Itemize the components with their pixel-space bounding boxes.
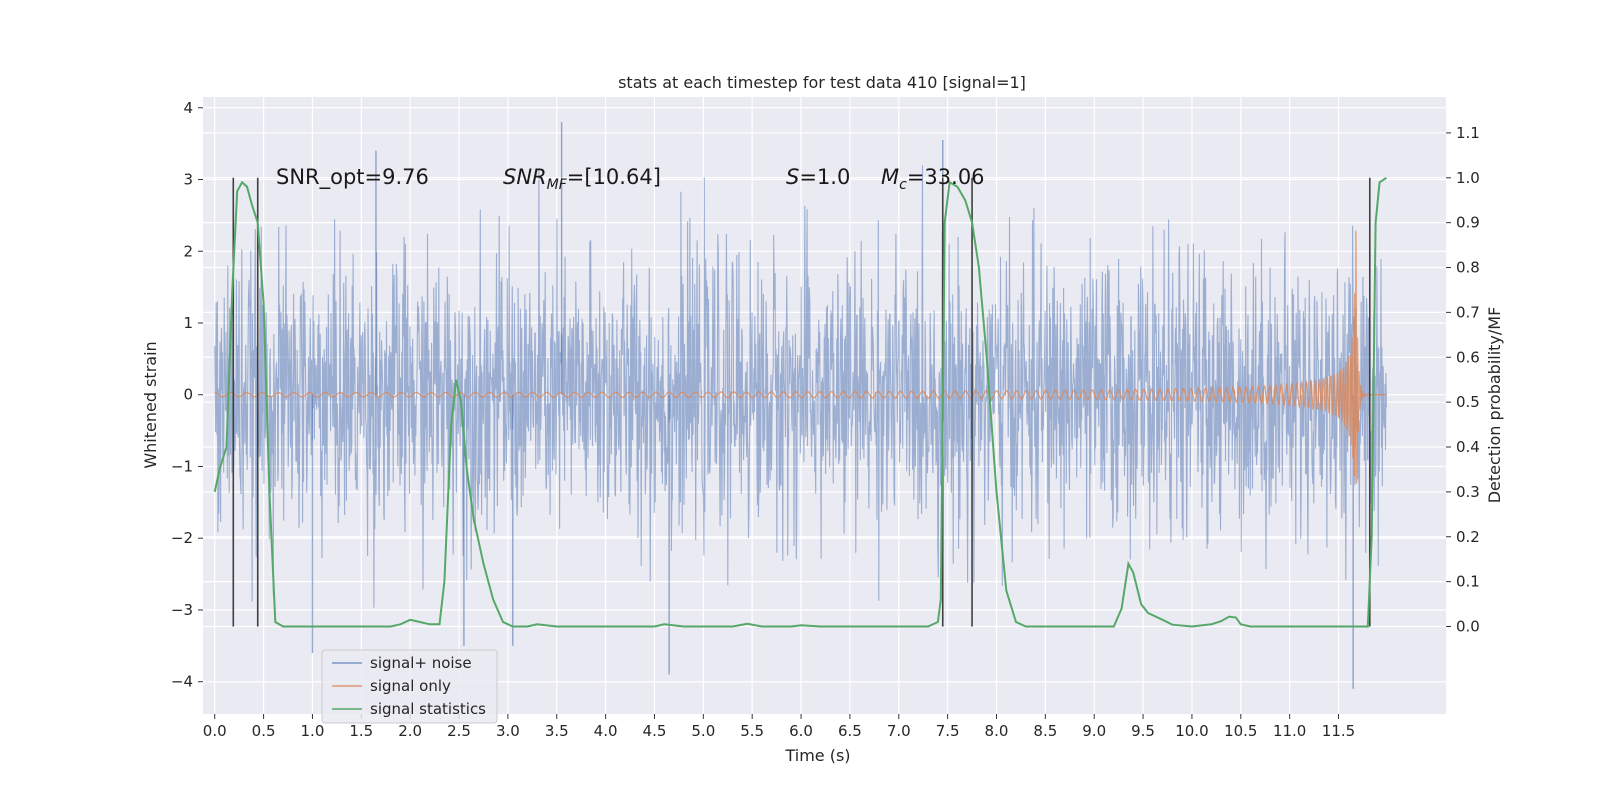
snr-mf-symbol: SNR: [503, 165, 547, 189]
x-tick-label: 6.5: [838, 722, 862, 740]
x-tick-label: 2.0: [398, 722, 422, 740]
x-tick-label: 1.5: [349, 722, 373, 740]
legend-label-signal: signal only: [370, 677, 451, 695]
y-tick-label: −2: [171, 529, 193, 547]
y2-tick-label: 0.9: [1456, 214, 1480, 232]
y2-axis-ticks: 0.0 0.1 0.2 0.3 0.4 0.5 0.6 0.7 0.8 0.9 1.0 1.1: [1446, 124, 1480, 635]
signal-trace: [214, 230, 1387, 484]
legend: signal+ noise signal only signal statist…: [321, 649, 498, 724]
x-tick-label: 3.0: [496, 722, 520, 740]
y-tick-label: 1: [183, 314, 193, 332]
x-tick-label: 0.5: [252, 722, 276, 740]
x-tick-label: 8.0: [985, 722, 1009, 740]
chart-title: stats at each timestep for test data 410…: [618, 73, 1026, 92]
y-tick-label: 3: [183, 171, 193, 189]
noise-trace: [214, 165, 1387, 608]
legend-label-stats: signal statistics: [370, 700, 486, 718]
x-tick-label: 9.0: [1082, 722, 1106, 740]
y2-tick-label: 0.8: [1456, 259, 1480, 277]
x-tick-label: 1.0: [301, 722, 325, 740]
x-tick-label: 6.0: [789, 722, 813, 740]
y-tick-label: 4: [183, 99, 193, 117]
mc-symbol: M: [881, 165, 899, 189]
legend-box: [321, 649, 498, 724]
y2-tick-label: 0.0: [1456, 617, 1480, 635]
x-tick-label: 3.5: [545, 722, 569, 740]
signal-statistics-series: [213, 176, 1387, 628]
y2-tick-label: 0.4: [1456, 438, 1480, 456]
snr-mf-value: =[10.64]: [567, 165, 661, 189]
y2-axis-label: Detection probability/MF: [1485, 307, 1504, 504]
x-tick-label: 11.0: [1273, 722, 1306, 740]
x-tick-label: 7.0: [887, 722, 911, 740]
y2-tick-label: 0.6: [1456, 348, 1480, 366]
x-tick-label: 8.5: [1033, 722, 1057, 740]
y-axis-label: Whitened strain: [141, 341, 160, 468]
x-tick-label: 5.5: [740, 722, 764, 740]
y2-tick-label: 0.7: [1456, 303, 1480, 321]
x-tick-label: 11.5: [1322, 722, 1355, 740]
x-axis-ticks: 0.0 0.5 1.0 1.5 2.0 2.5 3.0 3.5 4.0 4.5 5.0 5.5 6.0 6…: [203, 714, 1355, 740]
snr-mf-annotation: SNRMF=[10.64]: [503, 165, 661, 193]
x-tick-label: 4.5: [643, 722, 667, 740]
x-tick-label: 0.0: [203, 722, 227, 740]
x-tick-label: 10.0: [1175, 722, 1208, 740]
signal-only-series: [214, 230, 1387, 484]
x-tick-label: 5.0: [691, 722, 715, 740]
s-value: =1.0: [799, 165, 850, 189]
snr-mf-subscript: MF: [547, 177, 568, 193]
x-tick-label: 2.5: [447, 722, 471, 740]
stats-line: [213, 176, 1387, 628]
y2-tick-label: 0.3: [1456, 483, 1480, 501]
y-tick-label: −1: [171, 457, 193, 475]
y2-tick-label: 0.1: [1456, 573, 1480, 591]
mc-annotation: Mc=33.06: [881, 165, 985, 193]
y-tick-label: 2: [183, 242, 193, 260]
mc-value: =33.06: [907, 165, 985, 189]
snr-opt-annotation: SNR_opt=9.76: [276, 165, 429, 190]
annotations: SNR_opt=9.76 SNRMF=[10.64] S=1.0 Mc=33.0…: [276, 165, 985, 193]
x-axis-label: Time (s): [784, 746, 850, 765]
y-tick-label: −3: [171, 601, 193, 619]
x-tick-label: 7.5: [936, 722, 960, 740]
y-axis-ticks: −4 −3 −2 −1 0 1 2 3 4: [171, 99, 203, 691]
s-symbol: S: [786, 165, 799, 189]
x-tick-label: 9.5: [1131, 722, 1155, 740]
y2-tick-label: 0.2: [1456, 528, 1480, 546]
y2-tick-label: 0.5: [1456, 393, 1480, 411]
x-tick-label: 4.0: [594, 722, 618, 740]
y2-tick-label: 1.1: [1456, 124, 1480, 142]
y2-tick-label: 1.0: [1456, 169, 1480, 187]
x-tick-label: 10.5: [1224, 722, 1257, 740]
legend-label-noise: signal+ noise: [370, 654, 472, 672]
y-tick-label: −4: [171, 673, 193, 691]
y-tick-label: 0: [183, 386, 193, 404]
mc-subscript: c: [899, 177, 907, 193]
s-annotation: S=1.0: [786, 165, 850, 189]
